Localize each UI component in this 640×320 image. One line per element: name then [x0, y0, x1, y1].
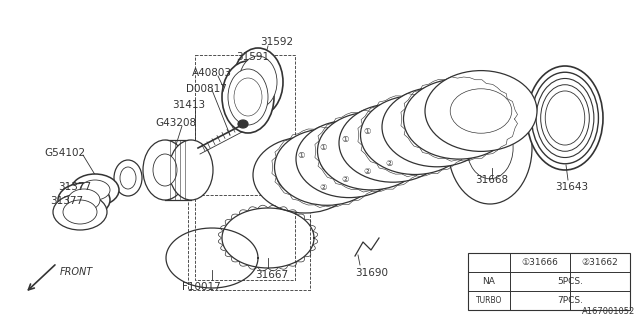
- Ellipse shape: [228, 69, 268, 125]
- Ellipse shape: [407, 105, 467, 149]
- Text: ②: ②: [319, 183, 327, 193]
- Ellipse shape: [80, 180, 110, 200]
- Text: ②: ②: [341, 175, 349, 185]
- Ellipse shape: [527, 66, 603, 170]
- Text: ②: ②: [385, 159, 393, 169]
- Ellipse shape: [238, 120, 248, 128]
- Text: ①31666: ①31666: [522, 258, 559, 267]
- Ellipse shape: [317, 112, 424, 190]
- Ellipse shape: [169, 140, 213, 200]
- Text: ①: ①: [319, 143, 327, 153]
- Ellipse shape: [68, 189, 100, 211]
- Ellipse shape: [120, 167, 136, 189]
- Ellipse shape: [343, 131, 399, 171]
- Text: A167001052: A167001052: [582, 307, 635, 316]
- Text: 31690: 31690: [355, 268, 388, 278]
- Ellipse shape: [253, 137, 357, 213]
- Ellipse shape: [387, 115, 444, 156]
- Text: D00817: D00817: [186, 84, 227, 94]
- Ellipse shape: [58, 183, 110, 217]
- Text: 5PCS.: 5PCS.: [557, 277, 583, 286]
- Ellipse shape: [403, 79, 515, 159]
- Ellipse shape: [71, 174, 119, 206]
- Ellipse shape: [532, 72, 598, 164]
- Text: 31667: 31667: [255, 270, 288, 280]
- Ellipse shape: [448, 92, 532, 204]
- Text: NA: NA: [483, 277, 495, 286]
- Text: ②: ②: [364, 167, 371, 177]
- Ellipse shape: [541, 85, 589, 151]
- Text: ①: ①: [297, 151, 305, 161]
- Text: ①: ①: [341, 135, 349, 145]
- Ellipse shape: [467, 117, 513, 179]
- Text: 31668: 31668: [475, 175, 508, 185]
- Ellipse shape: [53, 194, 107, 230]
- Text: FRONT: FRONT: [60, 267, 93, 277]
- Ellipse shape: [234, 78, 262, 116]
- Ellipse shape: [545, 91, 585, 145]
- Ellipse shape: [364, 121, 422, 164]
- Text: G43208: G43208: [155, 118, 196, 128]
- Ellipse shape: [239, 56, 277, 108]
- Ellipse shape: [430, 98, 488, 140]
- Ellipse shape: [296, 120, 402, 197]
- Ellipse shape: [153, 154, 177, 186]
- Ellipse shape: [360, 95, 470, 174]
- Text: 31377: 31377: [58, 182, 91, 192]
- Ellipse shape: [233, 48, 283, 116]
- Ellipse shape: [425, 71, 537, 151]
- Text: G54102: G54102: [44, 148, 85, 158]
- Text: 31643: 31643: [555, 182, 588, 192]
- Ellipse shape: [114, 160, 142, 196]
- Ellipse shape: [143, 140, 187, 200]
- Text: A40803: A40803: [192, 68, 232, 78]
- Text: ②31662: ②31662: [582, 258, 618, 267]
- Ellipse shape: [320, 138, 378, 180]
- Text: 31413: 31413: [172, 100, 205, 110]
- Ellipse shape: [339, 104, 447, 182]
- Text: F10017: F10017: [182, 282, 221, 292]
- Ellipse shape: [450, 89, 512, 133]
- Text: 7PCS.: 7PCS.: [557, 296, 583, 305]
- Ellipse shape: [276, 154, 333, 196]
- Text: 31592: 31592: [260, 37, 293, 47]
- Text: 31377: 31377: [50, 196, 83, 206]
- Ellipse shape: [63, 200, 97, 224]
- Ellipse shape: [275, 129, 380, 205]
- Ellipse shape: [536, 78, 594, 157]
- Ellipse shape: [300, 147, 355, 187]
- Ellipse shape: [382, 87, 492, 167]
- Bar: [468, 253, 630, 310]
- Text: 31591: 31591: [236, 52, 269, 62]
- Text: TURBO: TURBO: [476, 296, 502, 305]
- Text: ①: ①: [364, 127, 371, 137]
- Ellipse shape: [222, 61, 274, 133]
